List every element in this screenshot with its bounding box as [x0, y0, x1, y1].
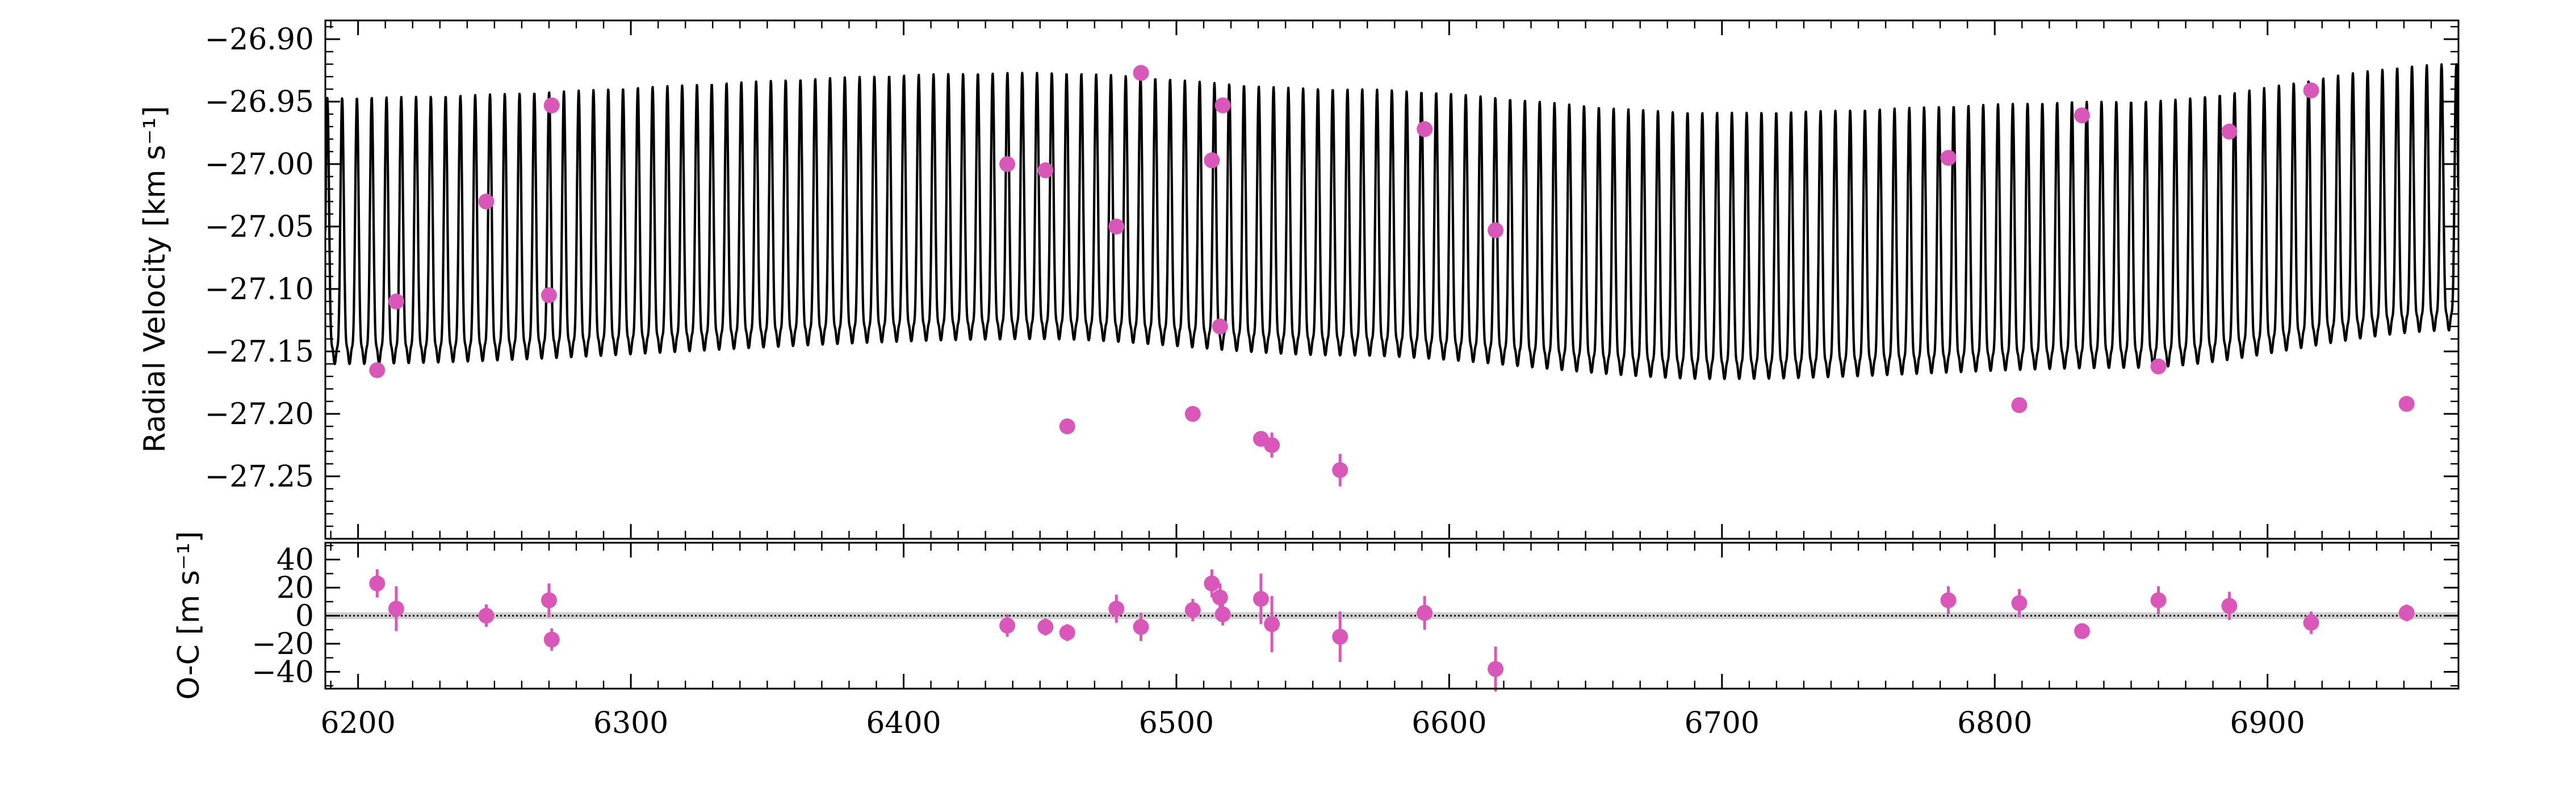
rv-point [1184, 406, 1201, 422]
oc-point [541, 592, 557, 609]
oc-point [1133, 619, 1149, 635]
oc-point [2150, 592, 2167, 609]
zero-line-group [325, 612, 2458, 619]
oc-point [1253, 590, 1269, 607]
oc-point [369, 575, 386, 592]
rv-point [2221, 123, 2238, 140]
xtick-label: 6400 [866, 706, 941, 740]
top-panel-ticks: −27.25 −27.20 −27.15 −27.10 −27.05 −27.00 −26.… [205, 20, 2460, 539]
rv-point [2303, 82, 2319, 99]
rv-point [1059, 418, 1075, 434]
top-panel-frame [324, 19, 2460, 540]
rv-ytick-label: −26.95 [205, 85, 314, 119]
oc-point [1488, 661, 1504, 677]
rv-point [1204, 152, 1220, 169]
rv-point [1417, 121, 1433, 137]
xtick-label: 6300 [593, 706, 668, 740]
rv-ytick-label: −27.15 [205, 335, 314, 369]
rv-ytick-label: −27.25 [205, 460, 314, 494]
oc-point [1212, 589, 1228, 606]
rv-point [1133, 65, 1149, 81]
rv-point [543, 97, 560, 114]
rv-ytick-label: −27.00 [205, 148, 314, 182]
rv-point [541, 287, 557, 303]
oc-point [1059, 624, 1075, 641]
xtick-label: 6500 [1139, 706, 1214, 740]
residual-axis-label: O-C [m s⁻¹] [172, 531, 206, 699]
oc-point [2074, 623, 2090, 639]
oc-point [2398, 605, 2415, 621]
oc-ytick-label: −40 [252, 655, 314, 689]
oc-point [388, 601, 404, 617]
rv-ytick-label: −27.10 [205, 273, 314, 307]
rv-point [1488, 222, 1504, 238]
xtick-label: 6700 [1685, 706, 1760, 740]
rv-point [999, 156, 1016, 172]
oc-point [1264, 616, 1280, 632]
oc-point [1037, 619, 1054, 635]
oc-point [2303, 614, 2319, 631]
rv-point [1264, 437, 1280, 453]
model-curve-group [325, 63, 2458, 380]
rv-point [2074, 107, 2090, 124]
residual-data-points [369, 569, 2415, 691]
rv-point [1108, 219, 1125, 234]
oc-ytick-label: 20 [277, 571, 314, 605]
radial-velocity-panel: −27.25 −27.20 −27.15 −27.10 −27.05 −27.00 −26.… [138, 19, 2460, 540]
rv-point [1940, 150, 1957, 166]
rv-ytick-label: −26.90 [205, 23, 314, 57]
rv-data-points [369, 65, 2415, 487]
rv-point [2150, 358, 2167, 375]
oc-point [1184, 602, 1201, 618]
oc-point [2011, 595, 2028, 611]
rv-point [478, 194, 495, 209]
oc-ytick-label: 0 [295, 600, 314, 634]
rv-ytick-label: −27.05 [205, 210, 314, 244]
oc-point [1214, 606, 1231, 623]
xtick-label: 6800 [1957, 706, 2032, 740]
model-curve [325, 63, 2458, 380]
rv-point [388, 294, 404, 309]
rv-point [2011, 397, 2028, 413]
oc-point [2221, 598, 2238, 614]
rv-point [369, 362, 386, 378]
oc-point [1332, 628, 1348, 645]
bottom-panel-frame [324, 542, 2460, 690]
rv-ytick-label: −27.20 [205, 397, 314, 431]
oc-point [1204, 575, 1220, 592]
oc-point [1417, 605, 1433, 621]
oc-ytick-label: −20 [252, 627, 314, 661]
oc-ytick-label: 40 [277, 543, 314, 577]
xtick-label: 6200 [320, 706, 395, 740]
oc-point [543, 631, 560, 648]
xtick-label: 6600 [1411, 706, 1486, 740]
xtick-label: 6900 [2230, 706, 2305, 740]
rv-point [1037, 162, 1054, 178]
oc-point [1940, 592, 1957, 609]
rv-point [1332, 462, 1348, 478]
rv-point [2398, 396, 2415, 412]
rv-point [1212, 318, 1228, 334]
oc-point [999, 617, 1016, 634]
rv-axis-label: Radial Velocity [km s⁻¹] [138, 106, 172, 453]
rv-point [1214, 97, 1231, 114]
oc-point [478, 607, 495, 624]
oc-point [1108, 601, 1125, 617]
